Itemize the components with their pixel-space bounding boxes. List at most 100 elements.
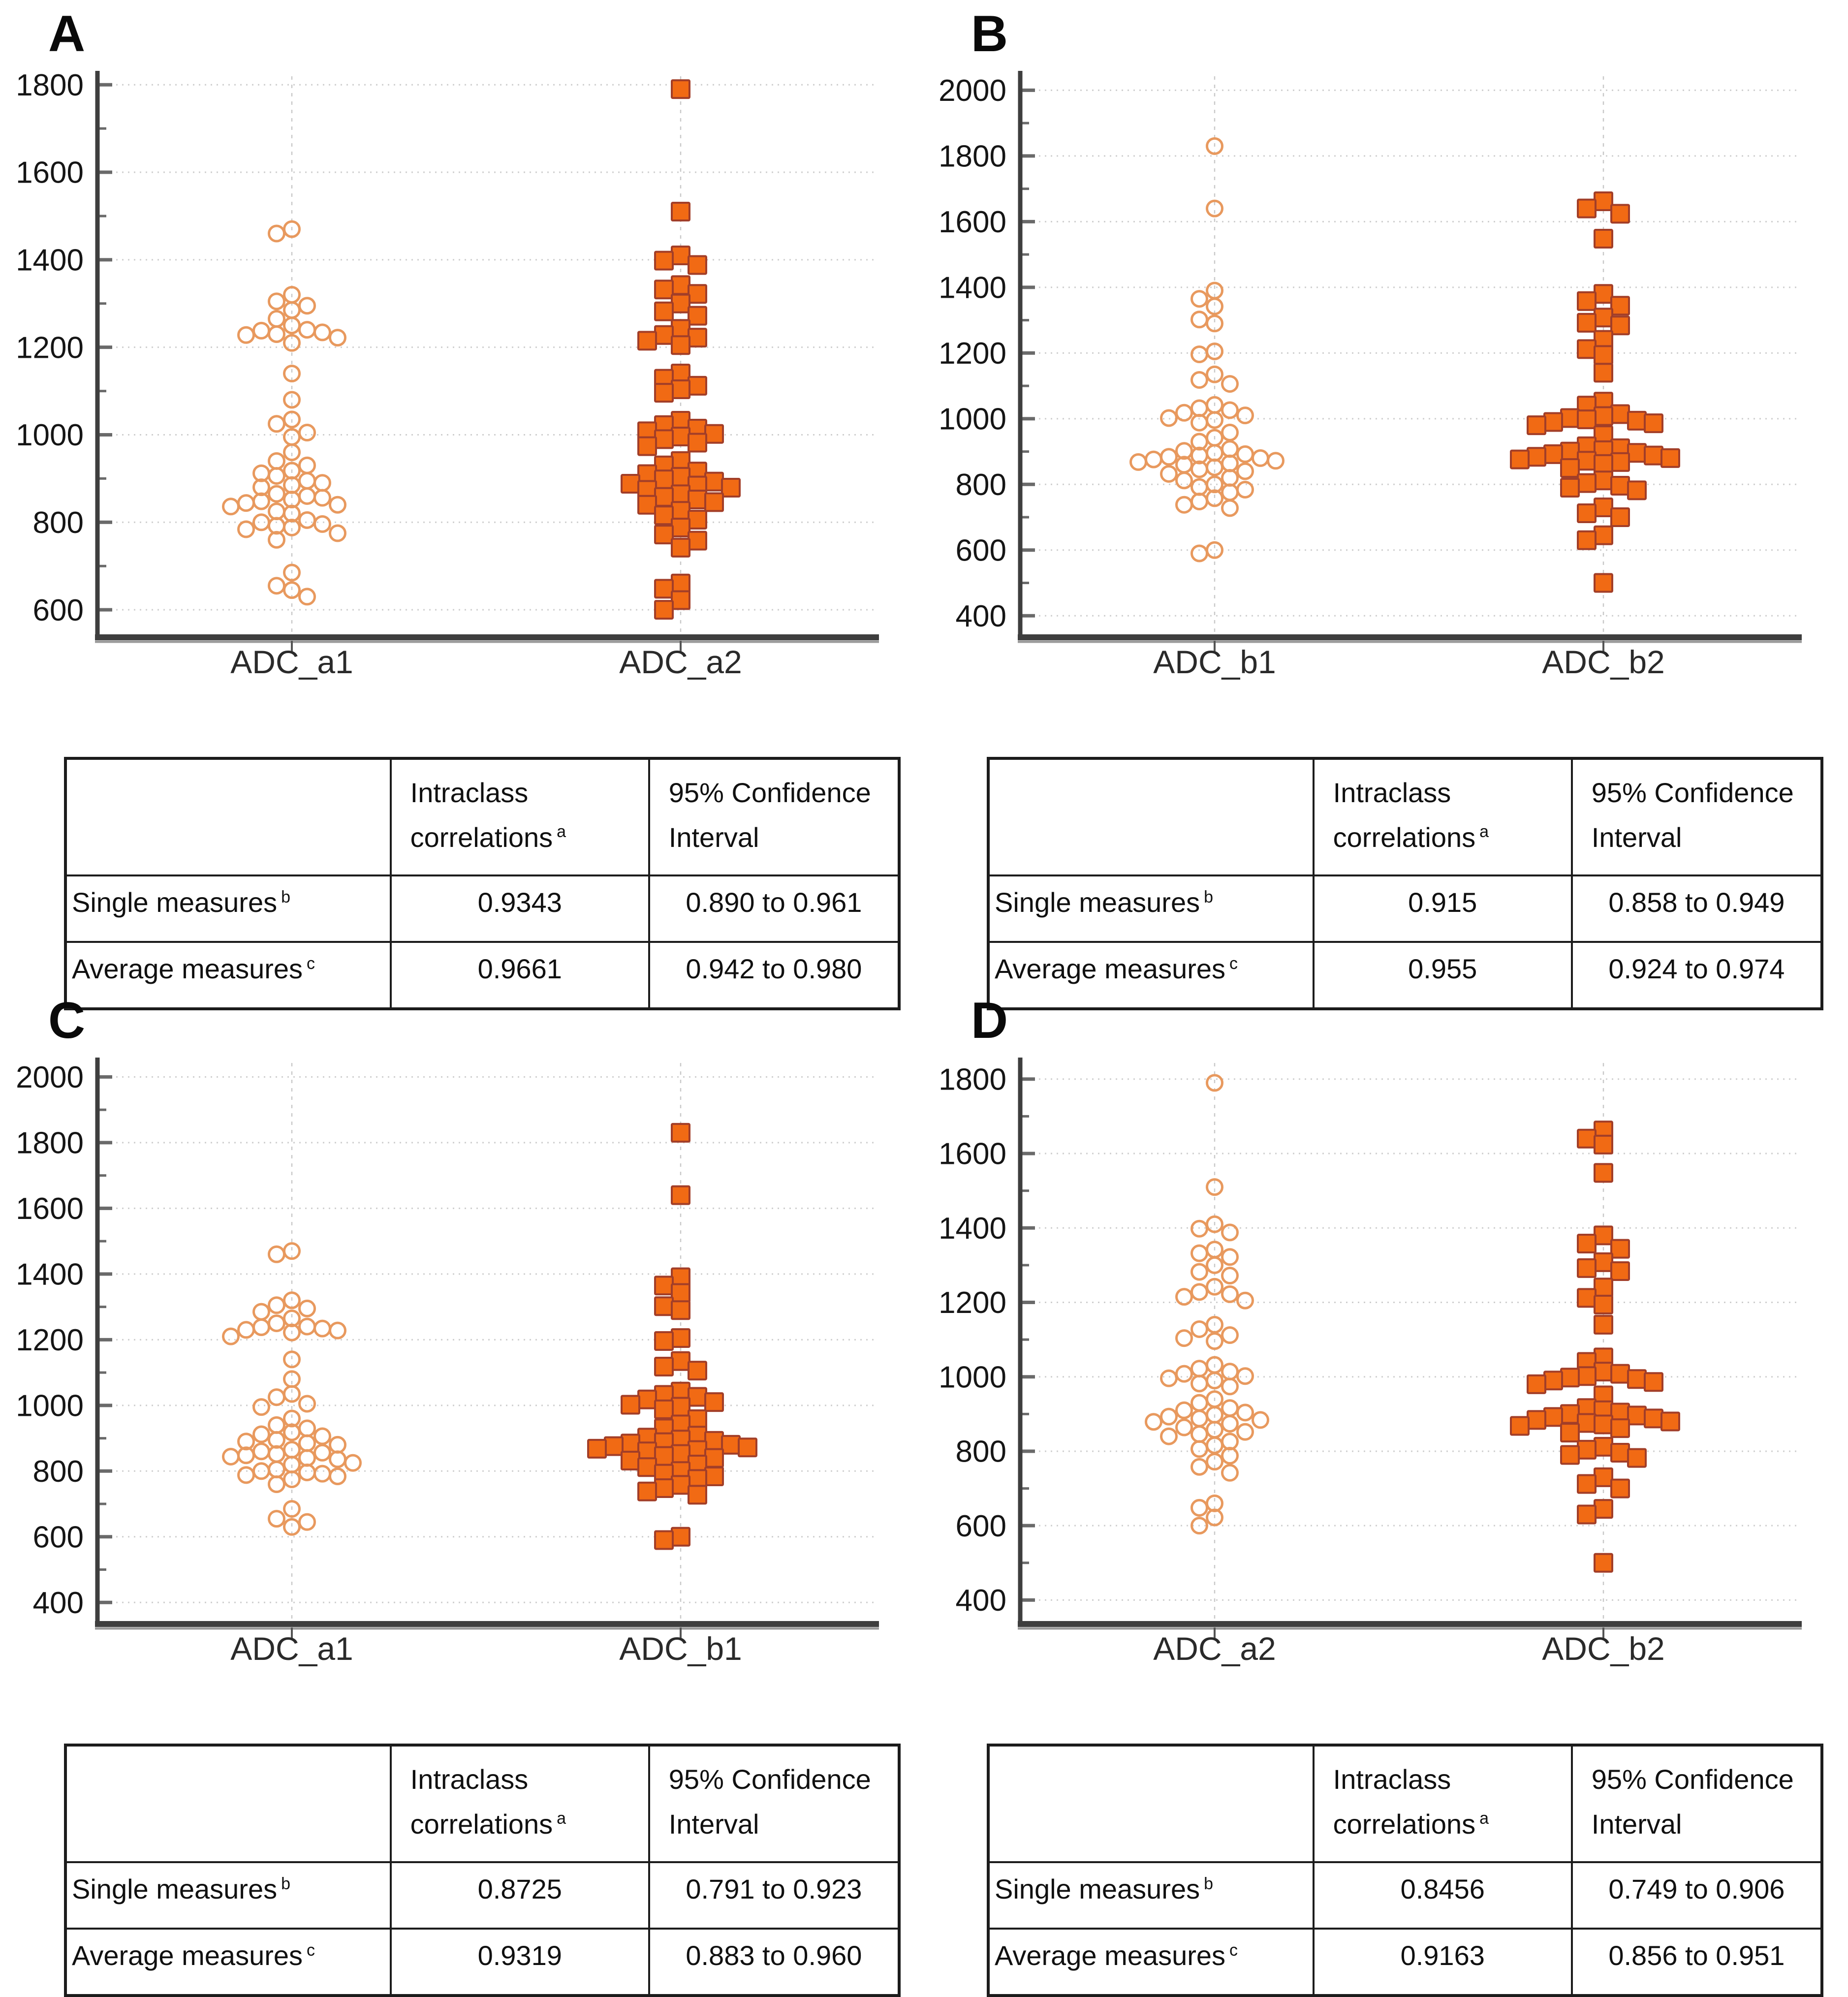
data-point-circle [1175, 404, 1193, 422]
data-point-circle [1190, 433, 1208, 451]
data-point-square [688, 375, 707, 396]
category-label: ADC_b2 [1542, 1630, 1664, 1667]
data-point-square [1644, 1408, 1663, 1429]
data-point-circle [1190, 1440, 1208, 1458]
data-point-circle [1206, 1278, 1223, 1296]
data-point-circle [252, 1462, 270, 1480]
data-point-square [704, 1392, 724, 1412]
data-point-square [654, 469, 674, 490]
data-point-square [654, 1478, 674, 1498]
icc-table-row: Average measures c 0.9163 0.856 to 0.951 [987, 1928, 1823, 1997]
header-intraclass-line1: Intraclass [1333, 1764, 1451, 1795]
data-point-circle [252, 513, 270, 531]
y-tick-label: 2000 [939, 74, 1006, 108]
data-point-square [688, 284, 707, 304]
measure-label-cell: Single measures b [987, 1861, 1315, 1930]
data-point-square [671, 1351, 690, 1371]
data-point-circle [268, 1460, 285, 1478]
data-point-square [654, 505, 674, 526]
icc-value-cell: 0.9319 [389, 1928, 650, 1997]
data-point-circle [1190, 311, 1208, 329]
data-point-circle [237, 520, 255, 538]
data-point-circle [329, 1467, 346, 1485]
icc-value-cell: 0.8456 [1312, 1861, 1573, 1930]
data-point-circle [1206, 199, 1223, 218]
category-label: ADC_a1 [230, 644, 353, 680]
data-point-square [688, 1409, 707, 1429]
data-point-square [671, 1475, 690, 1495]
series-ADC_b2 [1510, 191, 1680, 593]
header-footnote-a: a [1479, 822, 1489, 842]
y-tick-label: 1400 [939, 1212, 1006, 1246]
measure-label: Average measures [995, 953, 1225, 985]
data-point-circle [283, 391, 301, 409]
data-point-circle [283, 1423, 301, 1441]
data-point-circle [1190, 1498, 1208, 1517]
data-point-circle [1190, 1244, 1208, 1262]
data-point-circle [268, 1416, 285, 1434]
data-point-square [654, 429, 674, 449]
header-intraclass-line1: Intraclass [410, 1764, 529, 1795]
data-point-circle [252, 321, 270, 340]
measure-label: Single measures [72, 887, 278, 918]
data-point-circle [252, 1425, 270, 1443]
data-point-square [1594, 284, 1613, 304]
data-point-square [1594, 1436, 1613, 1457]
data-point-square [654, 301, 674, 321]
icc-header-empty-cell [987, 1744, 1315, 1864]
data-point-square [671, 319, 690, 339]
data-point-square [1660, 1411, 1680, 1432]
data-point-square [671, 1185, 690, 1205]
measure-footnote: c [1229, 1940, 1238, 1960]
measure-label: Single measures [995, 887, 1200, 918]
y-tick-label: 1400 [16, 244, 84, 278]
data-point-square [1594, 498, 1613, 518]
icc-table-header-row: Intraclass correlations a 95% Confidence Int… [64, 1744, 901, 1864]
chart-svg: 400 600 800 1000 1200 1400 1600 1800 2000 ADC_a1 A… [16, 1058, 879, 1667]
data-point-circle [1221, 1285, 1239, 1303]
data-point-circle [298, 1513, 316, 1531]
data-point-square [654, 250, 674, 271]
data-point-square [654, 1276, 674, 1296]
data-point-square [587, 1438, 607, 1459]
data-point-circle [1236, 406, 1254, 425]
data-point-circle [1221, 375, 1239, 393]
data-point-square [1543, 1407, 1563, 1427]
chart-svg: 400 600 800 1000 1200 1400 1600 1800 ADC_a2 ADC_b… [939, 1058, 1802, 1667]
data-point-square [688, 490, 707, 510]
data-point-square [671, 537, 690, 558]
icc-value-cell: 0.9661 [389, 941, 650, 1010]
data-point-circle [313, 474, 331, 492]
data-point-circle [1145, 450, 1162, 468]
y-tick-label: 1000 [16, 1389, 84, 1423]
data-point-circle [1145, 1413, 1162, 1431]
icc-header-empty-cell [64, 757, 392, 877]
data-point-circle [298, 471, 316, 490]
data-point-square [1543, 444, 1563, 464]
data-point-square [621, 1434, 640, 1454]
data-point-square [1627, 410, 1647, 431]
data-point-square [1610, 1364, 1630, 1384]
beeswarm-chart: 400 600 800 1000 1200 1400 1600 1800 2000 ADC_b1 A… [938, 62, 1814, 750]
data-point-square [1627, 1369, 1647, 1389]
data-point-circle [283, 1409, 301, 1428]
data-point-circle [298, 1463, 316, 1481]
panel-letter: A [48, 5, 86, 62]
data-point-square [1644, 445, 1663, 466]
data-point-square [1527, 1374, 1546, 1394]
data-point-circle [268, 310, 285, 328]
data-point-circle [1221, 1248, 1239, 1266]
data-point-circle [313, 323, 331, 342]
data-point-circle [1175, 1288, 1193, 1306]
data-point-square [1594, 191, 1613, 211]
y-tick-label: 400 [956, 599, 1006, 633]
y-tick-label: 1400 [939, 271, 1006, 305]
data-point-square [671, 501, 690, 521]
data-point-square [1577, 312, 1597, 333]
chart-svg: 600 800 1000 1200 1400 1600 1800 ADC_a1 ADC_a2 [16, 68, 879, 680]
category-label: ADC_a2 [619, 644, 742, 680]
icc-header-intraclass-cell: Intraclass correlations a [389, 1744, 650, 1864]
data-point-circle [313, 1465, 331, 1483]
header-ci-line2: Interval [1591, 1808, 1682, 1840]
data-point-square [671, 484, 690, 504]
